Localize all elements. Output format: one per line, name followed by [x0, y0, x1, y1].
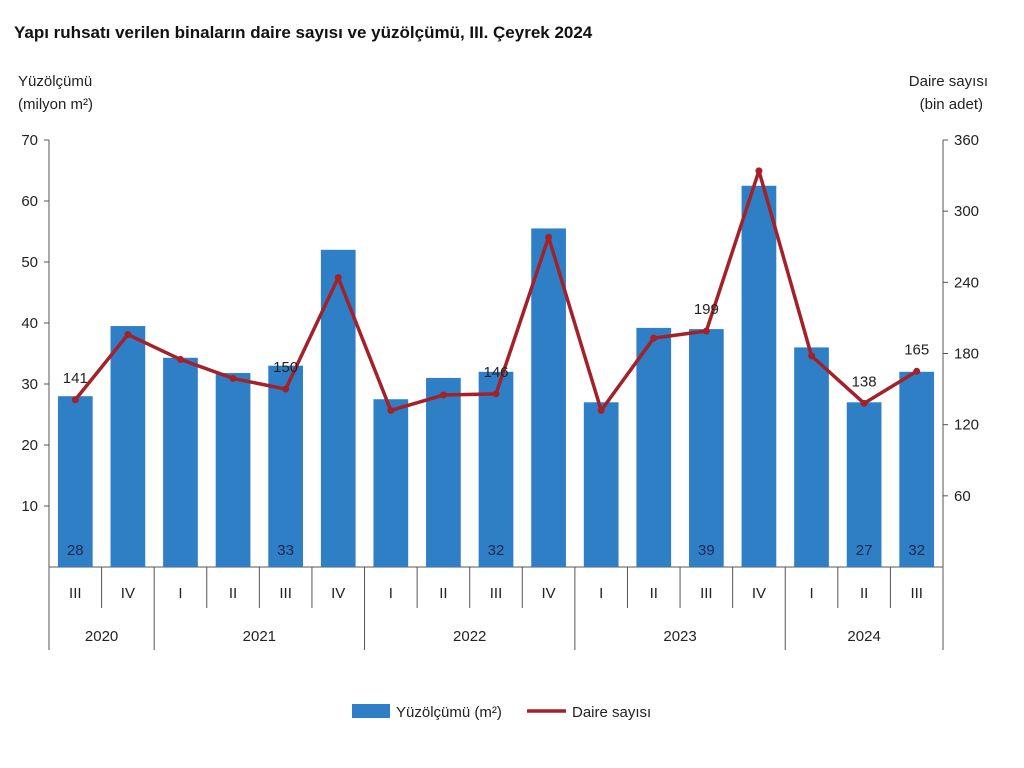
category-label: II — [860, 585, 868, 602]
line-point — [755, 167, 763, 175]
line-point — [650, 334, 658, 342]
bar — [688, 329, 724, 567]
category-label: III — [69, 585, 82, 602]
line-data-label: 199 — [694, 301, 719, 318]
line-layer — [71, 167, 921, 414]
bar-data-label: 32 — [908, 542, 925, 559]
bar — [57, 396, 93, 567]
year-label: 2024 — [847, 628, 880, 645]
category-label: II — [229, 585, 237, 602]
bar — [320, 249, 356, 568]
line-point — [71, 396, 79, 404]
bar — [741, 185, 777, 567]
legend: Yüzölçümü (m²) Daire sayısı — [352, 704, 651, 721]
left-tick-label: 70 — [21, 132, 38, 149]
line-point — [334, 274, 342, 282]
year-label: 2020 — [85, 628, 118, 645]
line-data-label: 138 — [852, 373, 877, 390]
bar — [583, 402, 619, 567]
line-point — [913, 367, 921, 375]
bar — [268, 365, 304, 567]
left-tick-label: 50 — [21, 254, 38, 271]
line-point — [176, 355, 184, 363]
legend-bar-swatch — [352, 704, 390, 718]
left-axis-title-line2: (milyon m²) — [18, 96, 93, 113]
line-point — [860, 399, 868, 407]
bar — [531, 228, 566, 567]
right-tick-label: 60 — [954, 488, 971, 505]
category-label: II — [439, 585, 447, 602]
line-point — [808, 352, 816, 360]
line-data-label: 165 — [904, 341, 929, 358]
line-data-label: 141 — [63, 370, 88, 387]
right-tick-label: 120 — [954, 417, 979, 434]
bar — [426, 377, 461, 567]
legend-line-label: Daire sayısı — [572, 704, 651, 721]
category-label: IV — [541, 585, 555, 602]
category-label: I — [809, 585, 813, 602]
left-tick-label: 40 — [21, 315, 38, 332]
category-label: II — [650, 585, 658, 602]
left-tick-label: 20 — [21, 437, 38, 454]
year-label: 2022 — [453, 628, 486, 645]
category-label: III — [700, 585, 713, 602]
category-label: III — [279, 585, 292, 602]
line-point — [229, 374, 237, 382]
left-axis-title-line1: Yüzölçümü — [18, 73, 92, 90]
right-axis-title-line1: Daire sayısı — [909, 73, 988, 90]
bar — [794, 347, 829, 567]
legend-bar-label: Yüzölçümü (m²) — [396, 704, 502, 721]
category-label: IV — [331, 585, 345, 602]
right-axis-title-line2: (bin adet) — [920, 96, 983, 113]
labels-layer: 28 33 32 39 27 32 141 150 146 199 138 165 — [63, 301, 929, 559]
line-point — [387, 406, 395, 414]
line-point — [597, 406, 605, 414]
year-label: 2021 — [243, 628, 276, 645]
bar — [110, 326, 146, 567]
year-label: 2023 — [663, 628, 696, 645]
line-point — [439, 391, 447, 399]
line-point — [124, 331, 132, 339]
bar — [373, 399, 409, 567]
bar — [636, 327, 672, 567]
bars-layer — [57, 185, 935, 568]
category-label: I — [178, 585, 182, 602]
line-data-label: 150 — [273, 359, 298, 376]
left-tick-label: 60 — [21, 193, 38, 210]
bar — [846, 402, 882, 567]
right-tick-label: 240 — [954, 274, 979, 291]
bar — [478, 371, 514, 567]
bar — [215, 373, 251, 567]
bar-data-label: 32 — [488, 542, 505, 559]
line-point — [702, 327, 710, 335]
left-tick-label: 30 — [21, 376, 38, 393]
line-point — [282, 385, 290, 393]
bar — [163, 357, 198, 567]
category-label: III — [910, 585, 923, 602]
bar-data-label: 27 — [856, 542, 873, 559]
line-data-label: 146 — [483, 364, 508, 381]
right-tick-label: 360 — [954, 132, 979, 149]
bar-data-label: 33 — [277, 542, 294, 559]
category-label: IV — [121, 585, 135, 602]
bar — [899, 371, 935, 567]
bar-data-label: 28 — [67, 542, 84, 559]
right-tick-label: 300 — [954, 203, 979, 220]
left-tick-label: 10 — [21, 498, 38, 515]
right-tick-label: 180 — [954, 346, 979, 363]
category-label: I — [389, 585, 393, 602]
line-point — [492, 390, 500, 398]
chart-title: Yapı ruhsatı verilen binaların daire say… — [14, 23, 593, 42]
line-point — [545, 233, 553, 241]
category-label: IV — [752, 585, 766, 602]
category-label: III — [490, 585, 503, 602]
bar-data-label: 39 — [698, 542, 715, 559]
category-label: I — [599, 585, 603, 602]
